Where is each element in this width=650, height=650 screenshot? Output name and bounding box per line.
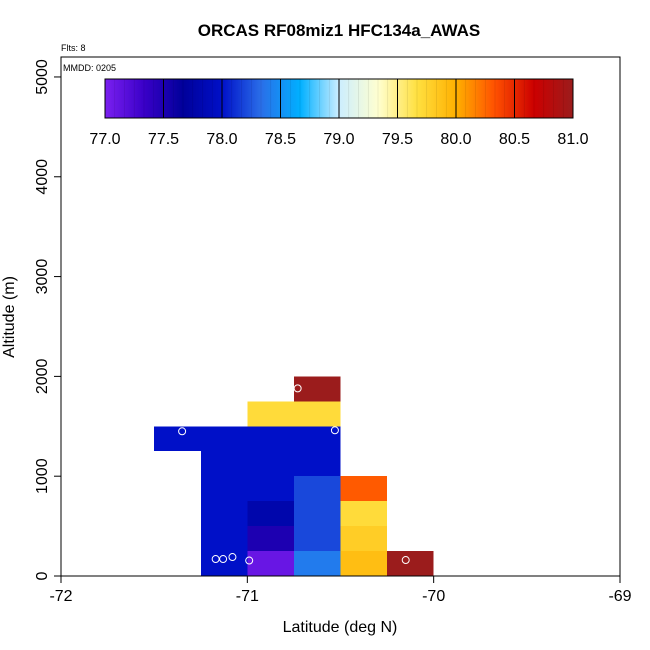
heatmap-cell — [293, 426, 341, 452]
heatmap-cell — [200, 451, 248, 552]
heatmap-cell — [340, 551, 388, 576]
y-tick-label: 2000 — [34, 358, 51, 394]
y-tick-label: 1000 — [34, 458, 51, 494]
x-tick-label: -69 — [608, 588, 631, 605]
y-tick-label: 5000 — [34, 59, 51, 95]
date-label: MMDD: 0205 — [63, 63, 116, 73]
y-tick-label: 3000 — [34, 259, 51, 295]
colorbar: 77.0 77.5 78.0 78.5 79.0 79.5 80.0 80.5 81.0 — [89, 78, 589, 148]
heatmap-cell — [247, 451, 294, 502]
heatmap-cell — [200, 551, 248, 576]
heatmap-cell — [293, 401, 341, 427]
heatmap-cell — [293, 551, 341, 576]
heatmap-cell — [293, 451, 341, 477]
flights-label: Flts: 8 — [61, 43, 86, 53]
colorbar-tick-label: 77.0 — [89, 131, 120, 148]
y-tick-label: 4000 — [34, 159, 51, 195]
heatmap-cell — [247, 401, 294, 427]
sample-point — [293, 384, 302, 393]
heatmap-cell — [340, 501, 388, 527]
colorbar-tick-label: 79.5 — [382, 131, 413, 148]
heatmap-cell — [200, 426, 248, 452]
chart-title: ORCAS RF08miz1 HFC134a_AWAS — [198, 21, 480, 40]
colorbar-tick-label: 80.5 — [499, 131, 530, 148]
x-axis: -72 -71 -70 -69 — [49, 575, 632, 605]
y-tick-label: 0 — [34, 571, 51, 580]
x-axis-label: Latitude (deg N) — [283, 619, 398, 636]
heatmap-cell — [340, 526, 388, 552]
sample-point — [228, 553, 237, 562]
heatmap-cell — [247, 426, 294, 452]
heatmap-cell — [340, 476, 388, 502]
sample-point — [245, 556, 254, 565]
colorbar-tick-label: 79.0 — [323, 131, 354, 148]
sample-point — [219, 555, 228, 564]
x-tick-label: -71 — [236, 588, 259, 605]
heatmap-cell — [247, 551, 294, 576]
sample-point — [401, 556, 410, 565]
colorbar-frame — [104, 78, 574, 119]
heatmap-cell — [247, 526, 294, 552]
colorbar-tick-label: 80.0 — [440, 131, 471, 148]
colorbar-tick-label: 78.0 — [206, 131, 237, 148]
colorbar-tick-label: 81.0 — [557, 131, 588, 148]
heatmap-cell — [247, 501, 294, 527]
sample-points — [178, 384, 410, 565]
sample-point — [330, 426, 339, 435]
heatmap-cell — [293, 476, 341, 552]
heatmap-cell — [387, 551, 434, 576]
y-axis-label: Altitude (m) — [1, 276, 18, 358]
colorbar-tick-label: 77.5 — [148, 131, 179, 148]
sample-point — [178, 427, 187, 436]
x-tick-label: -72 — [49, 588, 72, 605]
y-axis: 0 1000 2000 3000 4000 5000 — [34, 59, 62, 580]
heatmap-cells — [154, 376, 434, 576]
x-tick-label: -70 — [422, 588, 445, 605]
heatmap-cell — [154, 426, 201, 452]
heatmap-cell — [293, 376, 341, 402]
colorbar-tick-label: 78.5 — [265, 131, 296, 148]
